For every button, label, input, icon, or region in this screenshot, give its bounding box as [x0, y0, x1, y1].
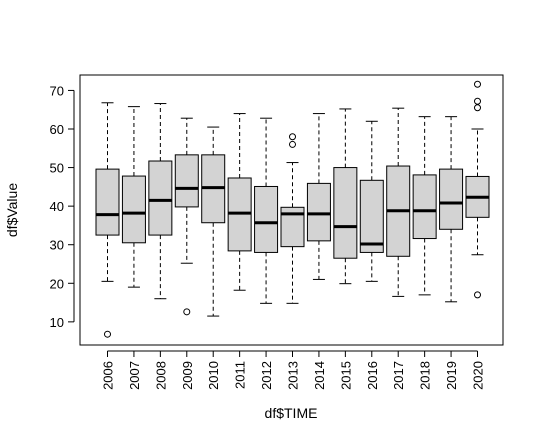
x-tick-label: 2015	[338, 361, 353, 390]
x-tick-label: 2016	[365, 361, 380, 390]
outlier-point	[104, 330, 111, 338]
outlier-point	[289, 140, 296, 148]
x-axis: 2006 2007 2008 2009 2010 2011 2012 2013 2014 2015…	[101, 350, 486, 390]
plot-frame	[79, 74, 504, 346]
x-tick-label: 2009	[180, 361, 195, 390]
y-tick-label: 40	[50, 199, 64, 214]
outlier-point	[474, 97, 481, 105]
outlier-point	[474, 80, 481, 88]
y-tick-label: 20	[50, 276, 64, 291]
x-axis-label: df$TIME	[265, 405, 318, 421]
box-2009	[174, 117, 199, 316]
iqr-box	[121, 175, 146, 244]
x-tick-label: 2018	[418, 361, 433, 390]
y-axis: 10 20 30 40 50 60 70	[50, 83, 75, 330]
outlier-point	[474, 104, 481, 112]
box-2012	[254, 117, 279, 304]
box-2015	[333, 108, 358, 285]
x-tick-label: 2014	[312, 361, 327, 390]
x-tick-label: 2008	[153, 361, 168, 390]
iqr-box	[254, 185, 279, 253]
iqr-box	[148, 160, 173, 236]
y-tick-label: 60	[50, 122, 64, 137]
outlier-point	[289, 133, 296, 141]
x-tick-label: 2013	[286, 361, 301, 390]
box-2017	[386, 107, 411, 297]
x-tick-label: 2011	[233, 361, 248, 389]
iqr-box	[412, 174, 437, 240]
outlier-point	[474, 291, 481, 299]
box-2008	[148, 103, 173, 300]
y-tick-label: 50	[50, 161, 64, 176]
x-tick-label: 2010	[206, 361, 221, 390]
box-2010	[201, 126, 226, 317]
iqr-box	[174, 154, 199, 208]
y-axis-label: df$Value	[4, 183, 20, 237]
box-2019	[439, 116, 464, 303]
box-2013	[280, 133, 305, 304]
x-tick-label: 2012	[259, 361, 274, 390]
iqr-box	[333, 167, 358, 259]
box-2018	[412, 116, 437, 296]
box-2006	[95, 102, 120, 338]
y-tick-label: 70	[50, 83, 64, 98]
box-2020	[465, 80, 490, 299]
x-tick-label: 2017	[391, 361, 406, 390]
x-tick-label: 2006	[101, 361, 116, 390]
iqr-box	[306, 182, 331, 242]
boxes-layer	[95, 80, 490, 338]
x-tick-label: 2020	[471, 361, 486, 390]
iqr-box	[95, 168, 120, 236]
iqr-box	[439, 168, 464, 230]
x-tick-label: 2007	[127, 361, 142, 390]
iqr-box	[359, 179, 384, 253]
box-2011	[227, 113, 252, 291]
y-tick-label: 30	[50, 238, 64, 253]
box-2014	[306, 113, 331, 280]
iqr-box	[280, 206, 305, 248]
box-2016	[359, 120, 384, 282]
x-tick-label: 2019	[444, 361, 459, 390]
outlier-point	[183, 308, 191, 316]
y-tick-label: 10	[50, 315, 64, 330]
box-2007	[121, 106, 146, 288]
